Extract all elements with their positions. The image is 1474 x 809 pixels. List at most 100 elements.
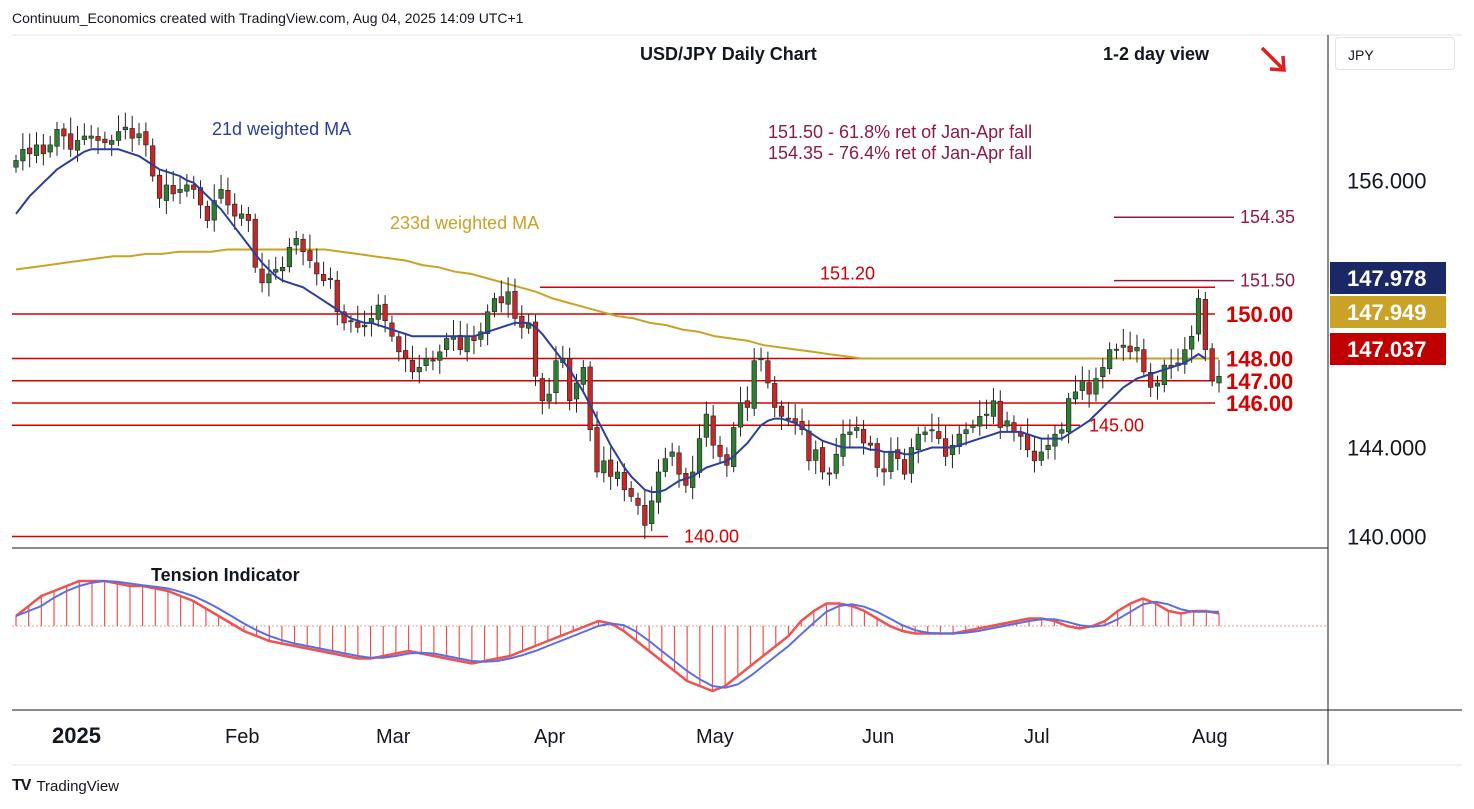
candle-body: [936, 431, 942, 439]
currency-scale-label[interactable]: JPY: [1335, 37, 1455, 70]
candle-body: [649, 500, 655, 524]
candle-body: [1154, 382, 1161, 387]
candle-body: [1093, 378, 1099, 395]
ma21-label: 21d weighted MA: [212, 119, 351, 139]
candle-body: [191, 184, 197, 190]
candle-body: [197, 187, 204, 206]
y-tick-140.000: 140.000: [1347, 525, 1427, 550]
candle-body: [245, 214, 251, 221]
candle-body: [156, 174, 163, 199]
candle-body: [334, 279, 340, 313]
candle-body: [963, 429, 969, 435]
candle-body: [608, 459, 614, 477]
candle-body: [929, 429, 935, 432]
candle-body: [690, 471, 696, 488]
candle-body: [997, 400, 1003, 428]
candle-body: [95, 136, 101, 141]
candle-body: [355, 321, 361, 328]
candle-body: [1066, 398, 1072, 433]
candle-body: [314, 262, 320, 275]
candle-body: [744, 400, 750, 408]
candle-body: [1107, 349, 1113, 370]
candle-body: [990, 400, 997, 417]
tension-slow-line: [15, 579, 1219, 689]
candle-body: [813, 449, 819, 461]
candle-body: [348, 320, 354, 323]
ma233-label: 233d weighted MA: [390, 213, 539, 233]
candle-body: [211, 200, 217, 221]
y-tick-156.000: 156.000: [1347, 169, 1427, 194]
candle-body: [731, 427, 737, 467]
candle-body: [1025, 434, 1031, 451]
down-right-arrow-icon: [1260, 46, 1286, 72]
arrow-shaft: [1260, 46, 1284, 70]
candle-body: [1072, 391, 1079, 400]
price-badge-1: 147.949: [1347, 300, 1427, 325]
candle-body: [252, 218, 258, 268]
candle-body: [922, 431, 928, 435]
candle-body: [1209, 348, 1215, 382]
candle-body: [867, 442, 874, 446]
candle-body: [20, 149, 26, 162]
candle-body: [1141, 349, 1147, 373]
x-tick-Mar: Mar: [376, 726, 411, 748]
candle-body: [170, 185, 176, 195]
candle-body: [908, 447, 915, 474]
candle-body: [464, 335, 470, 353]
fib-label-151.50: 151.50: [1240, 271, 1295, 291]
candle-body: [1086, 382, 1092, 395]
candle-body: [403, 350, 409, 359]
candle-body: [772, 383, 778, 408]
candle-body: [621, 472, 627, 491]
candle-body: [341, 311, 347, 324]
level-label-148.00: 148.00: [1226, 347, 1293, 372]
candle-body: [491, 298, 498, 313]
candle-body: [88, 135, 94, 139]
candle-body: [888, 451, 894, 472]
footer-branding: TV TradingView: [12, 777, 119, 795]
candles-group: [13, 112, 1222, 539]
candle-body: [956, 433, 962, 447]
candle-body: [286, 246, 293, 268]
level-label-147.00: 147.00: [1226, 369, 1293, 394]
candle-body: [122, 126, 128, 131]
candle-body: [655, 471, 662, 503]
candle-body: [628, 488, 634, 497]
candle-body: [382, 303, 388, 321]
candle-body: [1052, 433, 1058, 447]
candle-body: [163, 184, 169, 201]
candle-body: [970, 424, 976, 428]
fib-label-154.35: 154.35: [1240, 207, 1295, 227]
candle-body: [915, 433, 921, 451]
x-tick-2025: 2025: [52, 723, 101, 748]
level-label-140.00: 140.00: [684, 527, 739, 547]
candle-body: [1113, 348, 1120, 351]
candle-body: [54, 129, 60, 147]
price-badge-bg: [1330, 296, 1446, 328]
candle-body: [512, 291, 518, 319]
candle-body: [293, 238, 299, 246]
ma21-line: [15, 148, 1206, 493]
y-tick-144.000: 144.000: [1347, 436, 1427, 461]
candle-body: [546, 393, 552, 402]
candle-body: [635, 497, 641, 506]
level-label-145.00: 145.00: [1089, 415, 1144, 435]
candle-body: [642, 505, 648, 526]
candle-body: [437, 351, 443, 361]
candle-body: [430, 359, 436, 362]
candle-body: [1100, 367, 1106, 378]
price-badge-bg: [1330, 333, 1446, 365]
candle-body: [696, 438, 703, 473]
candle-body: [669, 451, 675, 457]
candle-body: [949, 444, 956, 455]
candle-body: [266, 273, 272, 284]
candle-body: [61, 128, 67, 137]
candle-body: [758, 358, 764, 361]
candle-body: [710, 415, 716, 446]
candle-body: [136, 133, 142, 139]
candle-body: [1120, 344, 1126, 348]
tradingview-brand[interactable]: TradingView: [36, 777, 119, 795]
candle-body: [977, 416, 983, 427]
tradingview-logo-icon[interactable]: TV: [12, 777, 31, 794]
fib-note-2: 154.35 - 76.4% ret of Jan-Apr fall: [768, 143, 1032, 163]
